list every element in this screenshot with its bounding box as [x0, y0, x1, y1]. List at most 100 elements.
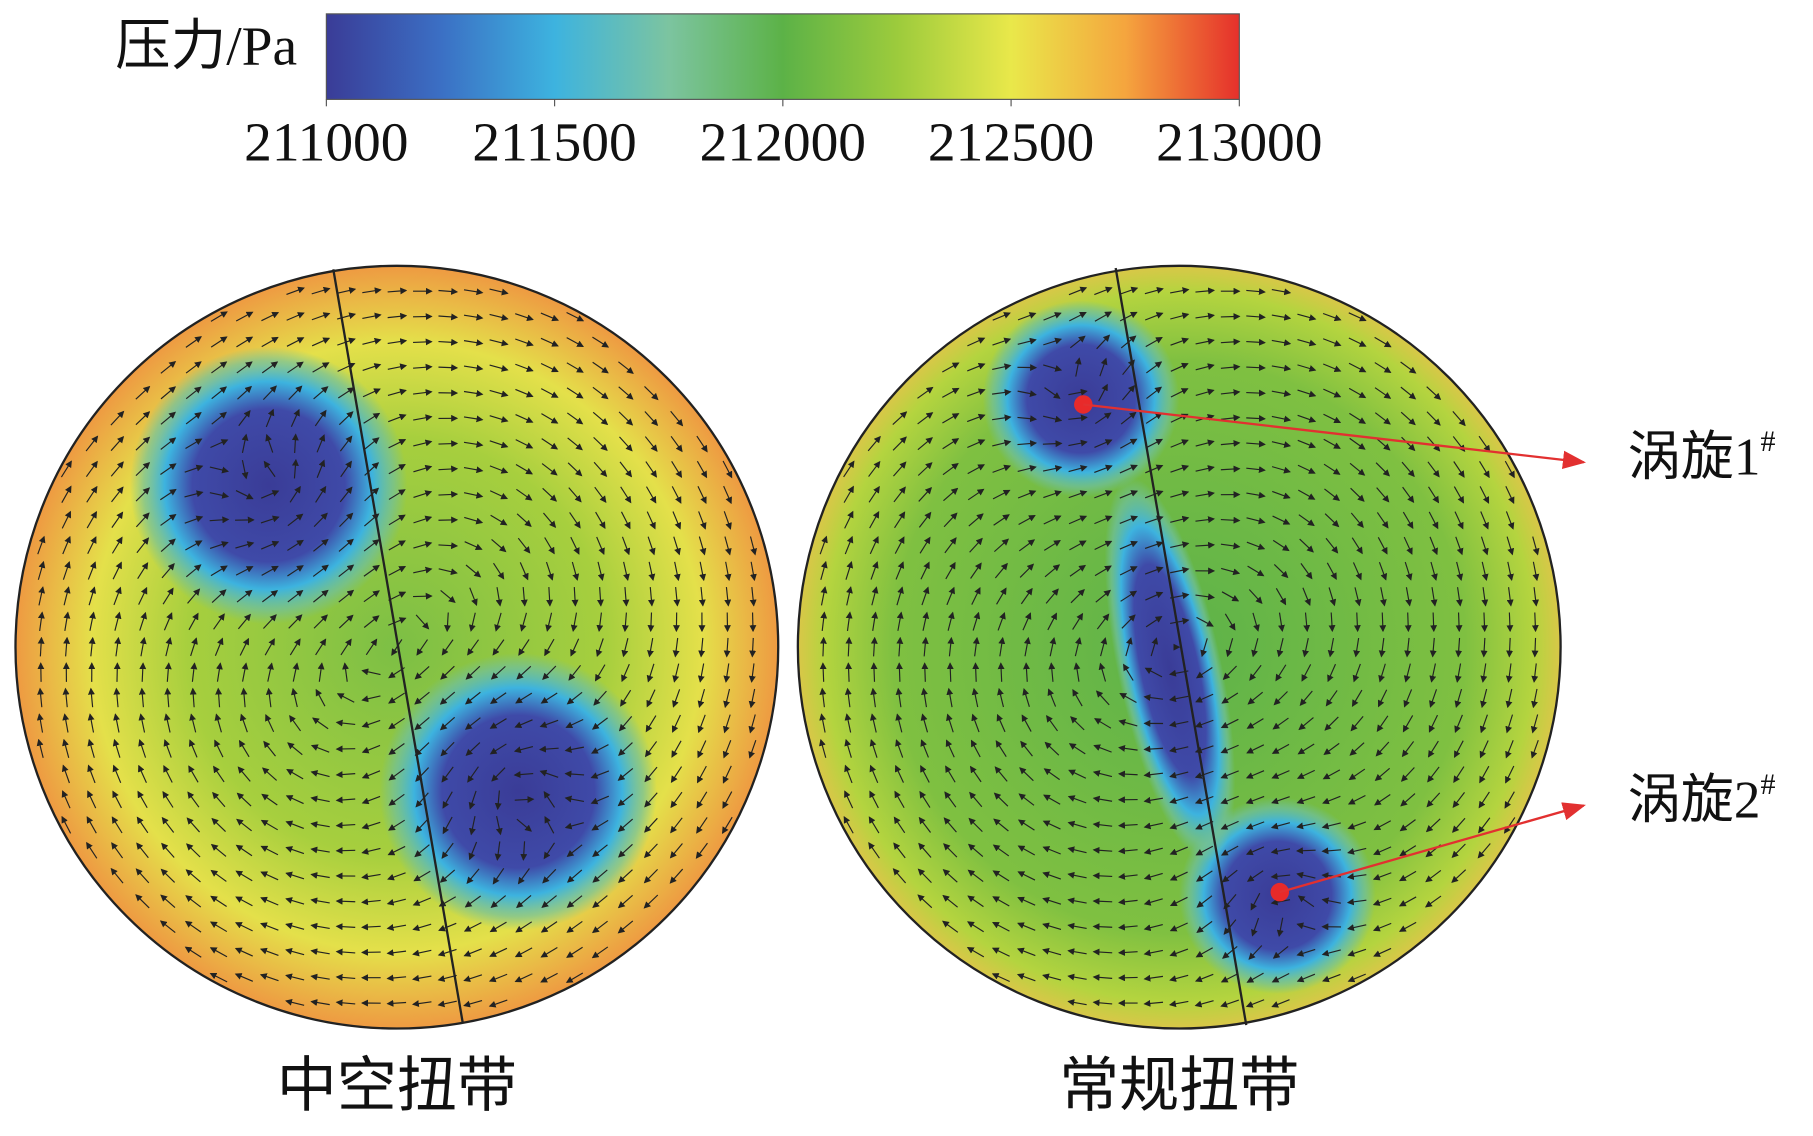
flow-arrow	[1144, 566, 1164, 575]
flow-arrow	[1220, 414, 1241, 422]
flow-arrow	[338, 614, 354, 629]
flow-arrow	[919, 536, 931, 554]
flow-arrow	[1144, 541, 1164, 550]
flow-arrow	[495, 587, 503, 607]
flow-arrow	[592, 386, 609, 400]
flow-arrow	[62, 687, 70, 708]
flow-arrow	[566, 895, 583, 908]
flow-arrow	[644, 411, 659, 427]
flow-arrow	[412, 949, 432, 957]
flow-arrow	[413, 592, 433, 600]
flow-arrow	[540, 362, 559, 373]
flow-arrow	[164, 687, 172, 708]
flow-arrow	[1323, 363, 1342, 373]
flow-arrow	[942, 463, 959, 476]
flow-arrow	[241, 460, 249, 480]
flow-arrow	[540, 337, 559, 347]
flow-arrow	[1224, 613, 1236, 631]
flow-arrow	[1480, 536, 1489, 556]
flow-arrow	[489, 921, 507, 933]
flow-arrow	[236, 336, 254, 348]
flow-arrow	[188, 739, 198, 758]
flow-arrow	[643, 843, 658, 859]
flow-arrow	[992, 389, 1012, 396]
flow-arrow	[287, 361, 304, 374]
flow-arrow	[263, 740, 276, 757]
flow-arrow	[540, 947, 558, 958]
flow-arrow	[363, 615, 380, 628]
flow-arrow	[312, 564, 329, 577]
flow-arrow	[439, 691, 456, 705]
flow-arrow	[210, 311, 228, 322]
flow-arrow	[160, 411, 177, 425]
flow-arrow	[922, 611, 930, 631]
flow-arrow	[566, 311, 585, 322]
flow-arrow	[566, 946, 583, 958]
flow-arrow	[37, 535, 46, 555]
flow-arrow	[110, 867, 124, 884]
flow-arrow	[113, 687, 121, 708]
flow-arrow	[363, 564, 380, 577]
flow-arrow	[565, 972, 584, 983]
flow-arrow	[645, 461, 658, 478]
flow-arrow	[590, 795, 610, 805]
flow-arrow	[388, 464, 406, 475]
flow-arrow	[87, 561, 97, 580]
flow-arrow	[917, 412, 934, 425]
flow-arrow	[285, 897, 305, 905]
flow-arrow	[388, 540, 406, 551]
flow-arrow	[541, 413, 559, 424]
flow-arrow	[515, 313, 534, 322]
flow-arrow	[261, 361, 279, 374]
flow-arrow	[361, 695, 381, 703]
flow-arrow	[438, 338, 459, 346]
flow-arrow	[234, 947, 253, 957]
flow-arrow	[1532, 587, 1540, 607]
flow-arrow	[724, 587, 732, 607]
flow-arrow	[594, 486, 607, 503]
flow-arrow	[515, 464, 533, 475]
flow-arrow	[209, 516, 230, 524]
flow-arrow	[316, 459, 326, 478]
flow-arrow	[1094, 311, 1113, 322]
flow-arrow	[261, 336, 279, 348]
flow-arrow	[644, 386, 659, 401]
flow-arrow	[467, 639, 480, 656]
flow-arrow	[592, 411, 609, 426]
flow-arrow	[189, 713, 197, 733]
flow-arrow	[871, 586, 879, 606]
flow-arrow	[289, 638, 301, 656]
flow-arrow	[240, 687, 248, 708]
flow-arrow	[698, 511, 707, 530]
flow-arrow	[1429, 536, 1438, 556]
flow-arrow	[1170, 617, 1190, 625]
flow-arrow	[236, 818, 252, 832]
flow-arrow	[386, 974, 407, 982]
flow-arrow	[88, 586, 97, 606]
flow-arrow	[1095, 412, 1112, 425]
flow-arrow	[515, 338, 534, 347]
flow-arrow	[670, 817, 683, 834]
flow-arrow	[160, 513, 177, 526]
flow-arrow	[187, 588, 201, 604]
flow-arrow	[967, 362, 986, 372]
flow-arrow	[1401, 436, 1416, 452]
flow-arrow	[1170, 464, 1190, 473]
flow-arrow	[36, 738, 44, 758]
flow-arrow	[1068, 286, 1088, 296]
flow-arrow	[621, 612, 629, 633]
flow-arrow	[137, 790, 148, 809]
flow-arrow	[1375, 462, 1391, 477]
flow-arrow	[290, 687, 298, 708]
flow-arrow	[491, 767, 506, 782]
flow-arrow	[1144, 312, 1164, 321]
flow-arrow	[186, 817, 201, 833]
flow-arrow	[945, 561, 956, 580]
flow-arrow	[463, 948, 482, 957]
flow-arrow	[335, 771, 356, 778]
flow-arrow	[516, 894, 532, 909]
flow-arrow	[313, 512, 328, 528]
flow-arrow	[310, 770, 330, 778]
flow-arrow	[310, 922, 330, 930]
vortex-label: 涡旋1#	[1628, 425, 1776, 487]
